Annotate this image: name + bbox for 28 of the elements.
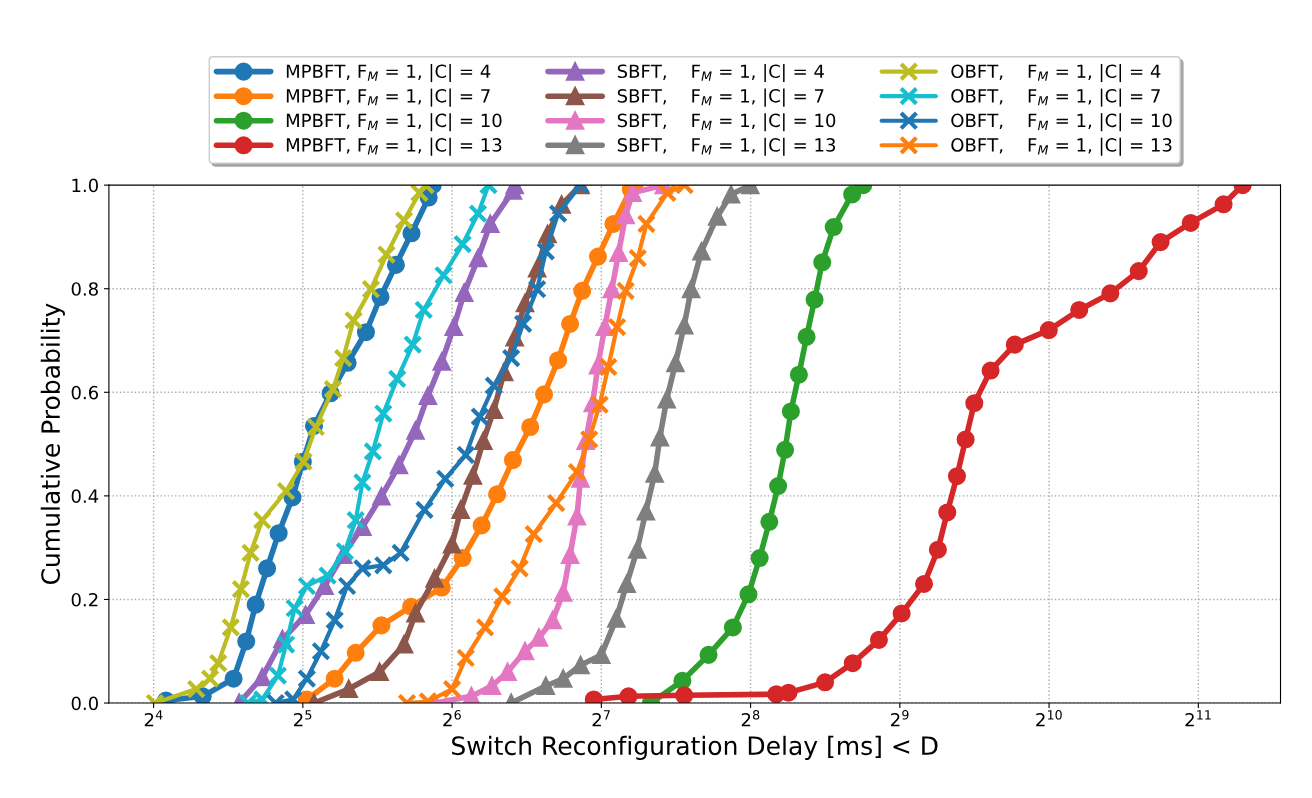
- legend-label: MPBFT, F$_{M}$ = 1, |C| = 13: [286, 137, 502, 156]
- y-tick-label: 0.2: [71, 592, 98, 607]
- legend-label: SBFT, F$_{M}$ = 1, |C| = 4: [617, 64, 824, 83]
- legend-label: SBFT, F$_{M}$ = 1, |C| = 7: [617, 88, 824, 107]
- legend-label: SBFT, F$_{M}$ = 1, |C| = 13: [617, 137, 836, 156]
- x-axis-title: Switch Reconfiguration Delay [ms] < D: [452, 735, 938, 760]
- legend-label: MPBFT, F$_{M}$ = 1, |C| = 7: [286, 88, 490, 107]
- legend-label: OBFT, F$_{M}$ = 1, |C| = 7: [951, 88, 1160, 107]
- x-tick-label: 2$^{6}$: [443, 710, 461, 727]
- y-tick-label: 1.0: [72, 178, 98, 193]
- x-tick-label: 2$^{7}$: [592, 710, 610, 727]
- y-axis-title: Cumulative Probability: [40, 303, 65, 585]
- legend-label: OBFT, F$_{M}$ = 1, |C| = 10: [951, 113, 1172, 132]
- y-tick-label: 0.4: [71, 489, 99, 503]
- legend-label: SBFT, F$_{M}$ = 1, |C| = 10: [617, 113, 836, 132]
- x-tick-label: 2$^{10}$: [1036, 710, 1062, 727]
- x-tick-label: 2$^{9}$: [891, 710, 909, 727]
- x-tick-label: 2$^{5}$: [294, 710, 312, 727]
- y-tick-label: 0.0: [71, 696, 98, 711]
- y-tick-label: 0.6: [71, 385, 99, 400]
- legend-label: OBFT, F$_{M}$ = 1, |C| = 13: [951, 137, 1172, 156]
- legend-label: MPBFT, F$_{M}$ = 1, |C| = 10: [286, 113, 502, 132]
- x-tick-label: 2$^{8}$: [741, 710, 760, 727]
- x-tick-label: 2$^{11}$: [1185, 710, 1211, 727]
- y-tick-label: 0.8: [71, 282, 98, 296]
- legend-label: OBFT, F$_{M}$ = 1, |C| = 4: [951, 64, 1161, 83]
- x-tick-label: 2$^{4}$: [144, 710, 163, 727]
- legend-label: MPBFT, F$_{M}$ = 1, |C| = 4: [286, 64, 491, 83]
